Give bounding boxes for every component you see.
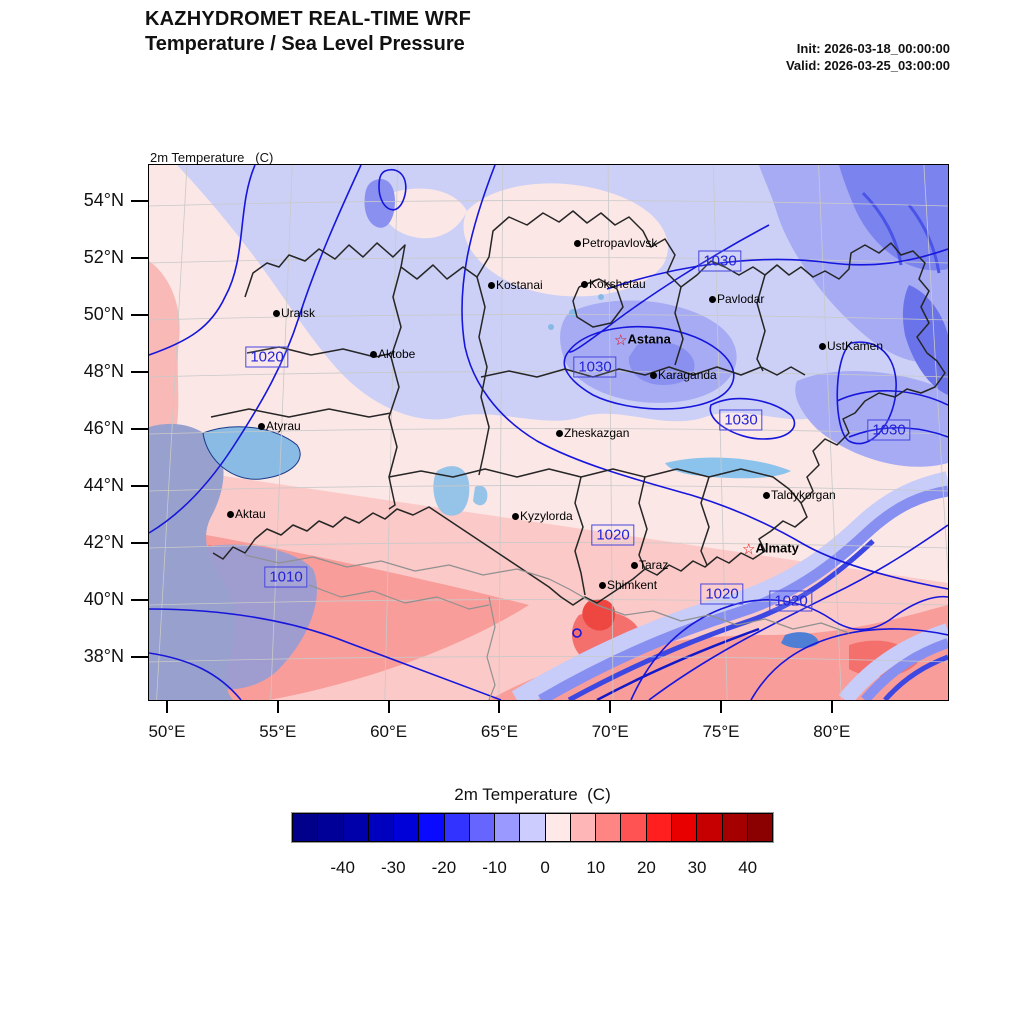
graticule [149, 165, 948, 700]
x-axis-tick [387, 700, 390, 713]
water-bodies [149, 294, 819, 700]
colorbar-tick-label: -30 [380, 858, 406, 877]
colorbar-cell [747, 813, 774, 842]
x-axis-label: 70°E [591, 722, 629, 741]
colorbar-cell [697, 813, 723, 842]
colorbar-tick-label: 20 [636, 858, 656, 877]
x-axis-label: 60°E [370, 722, 408, 741]
y-axis-tick [131, 656, 148, 658]
small-lake [548, 324, 554, 330]
aral-sea-east [473, 485, 488, 506]
x-axis-label: 75°E [702, 722, 740, 741]
y-axis-label: 54°N [83, 190, 124, 210]
x-axis-label: 50°E [148, 722, 186, 741]
small-lake [598, 294, 604, 300]
colorbar-cell [469, 813, 496, 842]
y-axis-tick [131, 314, 148, 316]
init-time: Init: 2026-03-18_00:00:00 [796, 41, 950, 56]
y-axis-label: 44°N [83, 475, 124, 495]
y-axis-label: 52°N [83, 247, 124, 267]
map-graphics [149, 165, 948, 700]
colorbar-tick-label: -20 [431, 858, 457, 877]
colorbar-cell [394, 813, 420, 842]
x-axis-tick [830, 700, 833, 713]
colorbar-cell [292, 813, 319, 842]
pressure-contours [149, 165, 948, 700]
temperature-field [149, 165, 948, 700]
y-axis-tick [131, 428, 148, 430]
x-axis-label: 65°E [480, 722, 518, 741]
y-axis-tick [131, 542, 148, 544]
region-borders [210, 210, 946, 700]
colorbar-cell [646, 813, 672, 842]
colorbar-cell [621, 813, 647, 842]
colorbar-cell [318, 813, 344, 842]
colorbar-tick-label: -40 [330, 858, 355, 877]
colorbar-cell [444, 813, 470, 842]
colorbar-title: 2m Temperature (C) [454, 785, 611, 804]
x-axis-tick [720, 700, 722, 713]
colorbar-cell [419, 813, 445, 842]
colorbar-cell [671, 813, 698, 842]
y-axis-label: 50°N [83, 304, 124, 324]
colorbar-tick-label: -10 [482, 858, 507, 877]
y-axis-tick [131, 371, 148, 373]
y-axis-label: 40°N [83, 589, 124, 609]
colorbar-cell [520, 813, 546, 842]
page-subtitle: Temperature / Sea Level Pressure [145, 33, 465, 55]
colorbar-cell [545, 813, 571, 842]
y-axis-tick [131, 200, 148, 202]
y-axis-tick [131, 599, 148, 601]
colorbar-cell [343, 813, 369, 842]
y-axis-label: 46°N [83, 418, 124, 438]
valid-time: Valid: 2026-03-25_03:00:00 [785, 58, 950, 73]
north-caspian [202, 426, 301, 480]
x-axis-label: 55°E [259, 722, 297, 741]
run-times: Init: 2026-03-18_00:00:00 Valid: 2026-03… [650, 40, 950, 74]
field-label-temperature: 2m Temperature (C) [150, 150, 274, 165]
colorbar-tick-label: 30 [687, 858, 707, 877]
colorbar-cell [570, 813, 597, 842]
y-axis-label: 42°N [83, 532, 124, 552]
colorbar-cell [596, 813, 622, 842]
aral-sea [433, 466, 470, 516]
y-axis-tick [131, 257, 148, 259]
colorbar-cell [495, 813, 521, 842]
colorbar-cell [368, 813, 395, 842]
colorbar-cell [722, 813, 748, 842]
y-axis-label: 48°N [83, 361, 124, 381]
x-axis-tick [609, 700, 612, 713]
colorbar [291, 812, 774, 843]
colorbar-tick-label: 0 [540, 858, 550, 877]
x-axis-tick [166, 700, 168, 713]
x-axis-tick [276, 700, 279, 713]
colorbar-tick-label: 10 [586, 858, 606, 877]
y-axis-tick [131, 485, 148, 487]
caspian-sea [149, 423, 236, 700]
map-canvas [148, 164, 949, 701]
colorbar-tick-label: 40 [738, 858, 758, 877]
x-axis-tick [498, 700, 501, 713]
x-axis-label: 80°E [813, 722, 851, 741]
page-title: KAZHYDROMET REAL-TIME WRF [145, 8, 472, 30]
lake-issykkul [781, 632, 819, 649]
y-axis-label: 38°N [83, 646, 124, 666]
